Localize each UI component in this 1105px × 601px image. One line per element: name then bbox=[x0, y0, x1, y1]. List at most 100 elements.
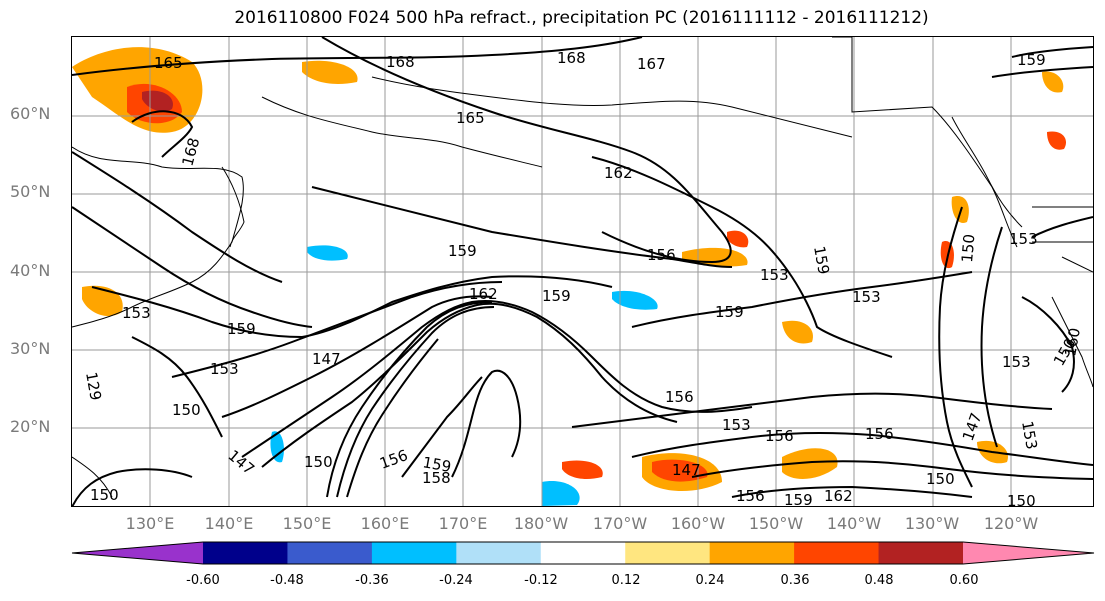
lon-label: 160°E bbox=[360, 514, 410, 533]
colorbar-segment bbox=[963, 542, 1094, 564]
colorbar-segments bbox=[71, 541, 1095, 565]
colorbar-segment bbox=[625, 542, 711, 564]
contour-label: 153 bbox=[1018, 420, 1041, 451]
contour-label: 159 bbox=[542, 287, 571, 305]
colorbar-segment bbox=[371, 542, 457, 564]
lat-label-60n: 60°N bbox=[10, 104, 51, 123]
contour-label: 153 bbox=[122, 304, 151, 322]
colorbar-segment bbox=[794, 542, 880, 564]
contour-label: 168 bbox=[386, 53, 415, 71]
contour-label: 162 bbox=[824, 487, 853, 505]
contour-label: 153 bbox=[760, 266, 789, 284]
contour-line bbox=[171, 281, 503, 378]
contour-label: 150 bbox=[1007, 492, 1036, 506]
contour-line bbox=[991, 66, 1093, 78]
contour-label: 159 bbox=[448, 242, 477, 260]
colorbar-tick-label: -0.48 bbox=[270, 573, 304, 588]
lat-label-30n: 30°N bbox=[10, 339, 51, 358]
contour-label: 153 bbox=[852, 288, 881, 306]
contour-line bbox=[326, 301, 493, 498]
colorbar-tick-label: 0.36 bbox=[780, 573, 810, 588]
coastline bbox=[221, 166, 245, 248]
contour-label: 150 bbox=[926, 470, 955, 488]
contour-label: 159 bbox=[715, 303, 744, 321]
contour-label: 150 bbox=[90, 486, 119, 504]
contour-line bbox=[261, 302, 678, 468]
contour-label: 153 bbox=[1009, 230, 1038, 248]
contour-line bbox=[346, 338, 439, 498]
contour-line bbox=[241, 300, 753, 458]
precip-blob bbox=[82, 285, 123, 317]
contour-label: 160 bbox=[1061, 326, 1084, 357]
contour-label: 159 bbox=[1017, 51, 1046, 69]
contour-line bbox=[221, 295, 493, 418]
contour-label: 162 bbox=[469, 285, 498, 303]
lon-label: 130°E bbox=[125, 514, 175, 533]
colorbar-segment bbox=[709, 542, 795, 564]
contour-label: 153 bbox=[722, 416, 751, 434]
coastline bbox=[1032, 206, 1093, 273]
colorbar-segment bbox=[456, 542, 542, 564]
contour-label: 153 bbox=[1002, 353, 1031, 371]
colorbar-segment bbox=[540, 542, 626, 564]
contour-label: 156 bbox=[865, 425, 894, 443]
colorbar-segment bbox=[203, 542, 288, 564]
colorbar-tick-label: -0.24 bbox=[439, 573, 473, 588]
lon-label: 130°W bbox=[904, 514, 960, 533]
colorbar-outline bbox=[71, 541, 1095, 565]
contour-line bbox=[591, 156, 893, 358]
lon-label: 120°W bbox=[983, 514, 1039, 533]
colorbar-tick-label: -0.60 bbox=[186, 573, 220, 588]
contour-label: 168 bbox=[178, 136, 203, 168]
contour-label: 147 bbox=[672, 461, 701, 479]
map-panel: 165 168 168 168 167 159 165 162 159 156 … bbox=[71, 36, 1094, 507]
contour-label: 129 bbox=[82, 371, 105, 402]
coastlines bbox=[72, 37, 1093, 498]
lon-label: 160°W bbox=[670, 514, 726, 533]
coastline bbox=[832, 37, 1018, 248]
contour-line bbox=[451, 369, 522, 478]
contour-label: 147 bbox=[959, 410, 986, 443]
coastline bbox=[72, 146, 244, 328]
map-title: 2016110800 F024 500 hPa refract., precip… bbox=[234, 8, 929, 28]
precip-blob bbox=[612, 290, 658, 310]
precip-blob bbox=[727, 230, 749, 248]
contour-line bbox=[631, 431, 1093, 466]
contour-label: 156 bbox=[377, 446, 410, 473]
colorbar-tick-label: 0.48 bbox=[864, 573, 894, 588]
contour-line bbox=[1031, 216, 1093, 238]
coastline bbox=[261, 96, 543, 168]
contour-line bbox=[336, 306, 495, 498]
lat-label-40n: 40°N bbox=[10, 261, 51, 280]
precip-blob bbox=[682, 247, 748, 267]
contour-line bbox=[1011, 46, 1093, 58]
precip-blob bbox=[307, 245, 348, 261]
contour-line bbox=[1021, 296, 1075, 393]
lat-label-20n: 20°N bbox=[10, 417, 51, 436]
coastline bbox=[1051, 296, 1093, 388]
contour-label: 168 bbox=[557, 49, 586, 67]
contour-line bbox=[691, 460, 1093, 480]
contour-label: 156 bbox=[736, 487, 765, 505]
colorbar bbox=[71, 541, 1095, 565]
coastline bbox=[371, 76, 853, 138]
colorbar-tick-label: 0.60 bbox=[949, 573, 979, 588]
contour-line bbox=[131, 336, 223, 438]
contour-label: 165 bbox=[154, 54, 183, 72]
contour-label: 159 bbox=[784, 491, 813, 506]
lon-label: 150°E bbox=[282, 514, 332, 533]
contour-label: 150 bbox=[304, 453, 333, 471]
colorbar-segment bbox=[287, 542, 373, 564]
contour-line bbox=[311, 186, 733, 268]
coastline bbox=[951, 116, 1023, 228]
contour-label: 159 bbox=[227, 320, 256, 338]
coastline bbox=[72, 456, 113, 498]
contour-line bbox=[938, 206, 973, 488]
precip-blob bbox=[1047, 131, 1067, 150]
colorbar-segment bbox=[72, 542, 203, 564]
precip-blob bbox=[782, 320, 813, 344]
lon-label: 140°W bbox=[826, 514, 882, 533]
contour-label: 156 bbox=[665, 388, 694, 406]
contour-label: 150 bbox=[958, 233, 978, 263]
contour-label: 162 bbox=[604, 164, 633, 182]
